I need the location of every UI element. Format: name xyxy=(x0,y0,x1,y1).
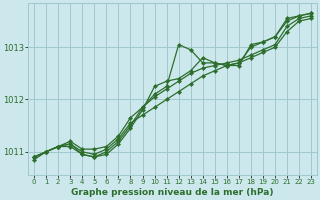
X-axis label: Graphe pression niveau de la mer (hPa): Graphe pression niveau de la mer (hPa) xyxy=(71,188,274,197)
